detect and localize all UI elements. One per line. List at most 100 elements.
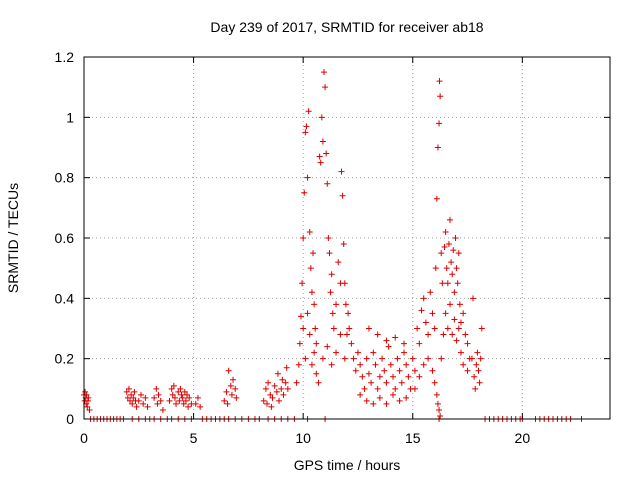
data-point (431, 379, 438, 386)
data-point (278, 385, 285, 392)
data-point (296, 340, 303, 347)
x-tick-label: 0 (80, 430, 88, 446)
data-point (170, 382, 177, 389)
data-point (335, 259, 342, 266)
data-point (447, 216, 454, 223)
data-point (232, 385, 239, 392)
x-tick-label: 20 (515, 430, 531, 446)
data-point (429, 310, 436, 317)
data-point (228, 391, 235, 398)
data-point (422, 319, 429, 326)
data-point (265, 379, 272, 386)
data-point (140, 400, 147, 407)
data-point (434, 144, 441, 151)
data-point (476, 379, 483, 386)
data-point (85, 394, 92, 401)
data-point (341, 280, 348, 287)
data-point (274, 370, 281, 377)
x-tick-label: 10 (295, 430, 311, 446)
data-point (455, 250, 462, 257)
data-point (181, 388, 188, 395)
data-point (365, 325, 372, 332)
data-point (320, 69, 327, 76)
data-point (131, 388, 138, 395)
data-point (312, 325, 319, 332)
data-point (346, 325, 353, 332)
data-point (311, 301, 318, 308)
data-point (317, 159, 324, 166)
data-point (427, 289, 434, 296)
data-point (221, 397, 228, 404)
data-point (453, 265, 460, 272)
data-point (327, 289, 334, 296)
chart-title: Day 239 of 2017, SRMTID for receiver ab1… (210, 19, 483, 35)
data-point (420, 295, 427, 302)
data-point (354, 349, 361, 356)
data-point (473, 361, 480, 368)
data-point (328, 361, 335, 368)
data-point (83, 391, 90, 398)
data-point (453, 337, 460, 344)
data-point (175, 388, 182, 395)
data-point (368, 379, 375, 386)
data-point (282, 379, 289, 386)
data-point (262, 385, 269, 392)
data-point (159, 406, 166, 413)
data-point (268, 403, 275, 410)
y-tick-label: 0.6 (55, 230, 75, 246)
data-point (305, 108, 312, 115)
data-point (379, 355, 386, 362)
data-point (376, 394, 383, 401)
data-point (173, 400, 180, 407)
data-point (299, 280, 306, 287)
data-point (464, 367, 471, 374)
data-point (276, 397, 283, 404)
data-point (151, 394, 158, 401)
data-point (166, 397, 173, 404)
data-point (269, 394, 276, 401)
data-point (264, 400, 271, 407)
data-point (448, 259, 455, 266)
data-point (468, 355, 475, 362)
data-point (400, 340, 407, 347)
data-point (416, 340, 423, 347)
data-point (348, 340, 355, 347)
data-point (300, 235, 307, 241)
data-point (180, 400, 187, 407)
data-point (433, 391, 440, 398)
data-point (450, 247, 457, 254)
data-point (394, 355, 401, 362)
data-point (267, 391, 274, 398)
data-point (411, 385, 418, 392)
data-point (449, 331, 456, 338)
data-point (462, 331, 469, 338)
data-point (405, 373, 412, 380)
data-point (456, 301, 463, 308)
data-point (142, 394, 149, 401)
data-point (311, 349, 318, 356)
data-point (323, 150, 330, 157)
data-point (451, 289, 458, 296)
data-point (319, 138, 326, 145)
data-point (230, 376, 237, 383)
data-point (438, 355, 445, 362)
data-point (403, 361, 410, 368)
data-point (330, 325, 337, 332)
data-point (123, 388, 130, 395)
data-point (304, 310, 311, 317)
x-axis-label: GPS time / hours (294, 457, 401, 473)
data-point (185, 403, 192, 410)
data-point (381, 367, 388, 374)
data-point (345, 310, 352, 317)
data-point (224, 400, 231, 407)
data-point (313, 340, 320, 347)
data-point (153, 385, 160, 392)
data-point (168, 385, 175, 392)
data-point (442, 310, 449, 317)
x-tick-label: 5 (190, 430, 198, 446)
data-point (445, 241, 452, 248)
data-point (363, 397, 370, 404)
data-point (302, 355, 309, 362)
data-point (233, 394, 240, 401)
